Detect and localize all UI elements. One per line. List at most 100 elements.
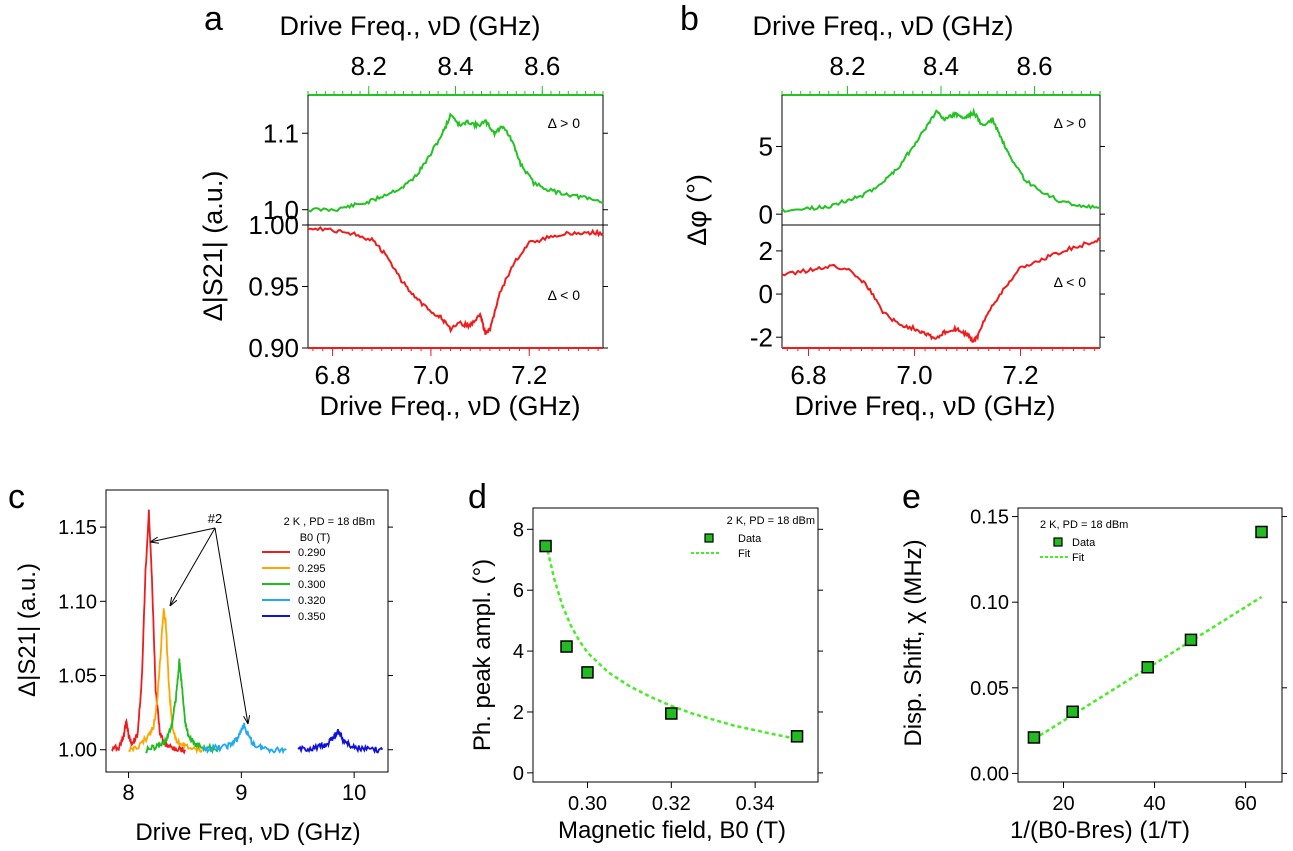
panel-e-data-point — [1184, 633, 1198, 647]
panel-c-legend-label-4: 0.350 — [298, 611, 326, 623]
panel-e-data-point — [1066, 705, 1079, 719]
panel-e-xtick-label: 40 — [1143, 793, 1165, 815]
panel-d-data-point — [790, 730, 804, 743]
panel-c-legend-label-1: 0.295 — [298, 563, 326, 575]
panel-b-top-xlabel: Drive Freq., νD (GHz) — [752, 11, 1013, 41]
panel-a-lower-ytick-label: 1.00 — [248, 210, 299, 240]
panel-d-ytick-label: 4 — [513, 641, 524, 663]
panel-d-xtick-label: 0.34 — [736, 793, 775, 815]
panel-c-legend-header: 2 K , PD = 18 dBm — [284, 516, 375, 528]
panel-c-legend-label-2: 0.300 — [298, 579, 326, 591]
panel-b-lower-annotation: Δ < 0 — [1054, 274, 1087, 290]
panel-a-upper-annotation: Δ > 0 — [548, 115, 581, 131]
panel-a-top-tick-label: 8.4 — [437, 51, 473, 81]
panel-c-arrow-line-2 — [214, 527, 249, 725]
panel-a-upper-ytick-label: 1.0 — [263, 195, 299, 225]
panel-a-top-tick-label: 8.6 — [524, 51, 560, 81]
panel-c-xtick-label: 9 — [235, 780, 247, 805]
panel-a: Drive Freq., νD (GHz) Drive Freq., νD (G… — [198, 11, 581, 421]
panel-c-ytick-label: 1.15 — [58, 517, 97, 539]
panel-d-xtick-label: 0.32 — [652, 793, 691, 815]
panel-a-bottom-tick-label: 6.8 — [315, 360, 351, 390]
panel-e-data-point — [1141, 661, 1154, 674]
panel-d: Magnetic field, B0 (T) Ph. peak ampl. (°… — [469, 515, 815, 844]
panel-d-data-point — [560, 640, 573, 653]
panel-c-legend-label-0: 0.290 — [298, 547, 326, 559]
panel-b-upper-trace — [781, 107, 1101, 213]
panel-b-bottom-tick-label: 6.8 — [790, 360, 826, 390]
panel-a-bottom-tick-label: 7.2 — [511, 360, 547, 390]
panel-c-xtick-label: 10 — [342, 780, 366, 805]
panel-d-ytick-label: 6 — [513, 580, 524, 602]
panel-d-data-point — [665, 707, 678, 720]
panel-d-legend-data-label: Data — [738, 533, 762, 545]
panel-e-ytick-label: 0.05 — [970, 678, 1009, 700]
panel-c-legend-label-3: 0.320 — [298, 595, 326, 607]
panel-c-arrow-head-1 — [169, 597, 178, 607]
panel-e-data-point — [1255, 525, 1268, 539]
panel-a-lower-trace — [307, 226, 604, 335]
panel-c-series-0 — [110, 509, 186, 755]
panel-c-ytick-label: 1.05 — [58, 666, 97, 688]
panel-e-legend-fit-label: Fit — [1072, 552, 1084, 564]
panel-d-data-point — [539, 539, 552, 553]
panel-c-arrow-head-0 — [149, 536, 159, 544]
panel-c-arrow-head-2 — [243, 715, 251, 725]
panel-a-lower-annotation: Δ < 0 — [548, 287, 581, 303]
panel-d-ytick-label: 0 — [513, 763, 524, 785]
panel-c-xlabel: Drive Freq, νD (GHz) — [135, 819, 360, 846]
panel-letter-c: c — [8, 478, 25, 516]
panel-b: Drive Freq., νD (GHz) Drive Freq., νD (G… — [682, 11, 1086, 421]
panel-a-lower-ytick-label: 0.90 — [248, 333, 299, 363]
panel-d-legend-data-marker — [704, 533, 714, 543]
panel-a-upper-trace — [307, 112, 604, 213]
panel-e-ytick-label: 0.10 — [970, 592, 1009, 614]
panel-d-data-point — [581, 666, 594, 679]
panel-e-ylabel: Disp. Shift, χ (MHz) — [900, 539, 927, 746]
panel-b-bottom-xlabel: Drive Freq., νD (GHz) — [794, 391, 1055, 421]
panel-b-ylabel: Δφ (°) — [682, 174, 712, 246]
panel-e-legend-data-marker — [1053, 537, 1063, 547]
panel-d-fit-line — [546, 550, 798, 741]
panel-c-series-3 — [201, 722, 287, 755]
panel-b-lower-ytick-label: -2 — [750, 322, 773, 352]
panel-e-xlabel: 1/(B0-Bres) (1/T) — [1010, 817, 1190, 844]
panel-c-series-1 — [128, 608, 203, 755]
panel-d-frame — [532, 507, 819, 783]
panel-c-frame — [105, 489, 389, 773]
panel-c-series-4 — [297, 728, 384, 755]
panel-a-lower-ytick-label: 0.95 — [248, 272, 299, 302]
panel-a-bottom-tick-label: 7.0 — [413, 360, 449, 390]
panel-d-legend-fit-label: Fit — [738, 548, 750, 560]
panel-a-top-tick-label: 8.2 — [351, 51, 387, 81]
panel-c-ytick-label: 1.10 — [58, 591, 97, 613]
panel-c-arrow-line-0 — [149, 527, 216, 543]
panel-d-ytick-label: 2 — [513, 702, 524, 724]
panel-b-bottom-tick-label: 7.2 — [1002, 360, 1038, 390]
panel-b-lower-trace — [781, 237, 1101, 344]
panel-e-ytick-label: 0.15 — [970, 507, 1009, 529]
panel-e-xtick-label: 20 — [1052, 793, 1074, 815]
panel-c-xtick-label: 8 — [122, 780, 134, 805]
panel-b-top-tick-label: 8.6 — [1016, 51, 1052, 81]
panel-d-ytick-label: 8 — [513, 519, 524, 541]
panel-letter-b: b — [680, 0, 699, 38]
panel-c-ytick-label: 1.00 — [58, 740, 97, 762]
panel-letter-e: e — [902, 478, 921, 516]
panel-a-bottom-xlabel: Drive Freq., νD (GHz) — [319, 391, 580, 421]
panel-b-bottom-tick-label: 7.0 — [896, 360, 932, 390]
panel-c-ylabel: Δ|S21| (a.u.) — [14, 563, 41, 697]
panel-c-legend-title: B0 (T) — [300, 532, 331, 544]
panel-c-annotation: #2 — [208, 511, 222, 526]
panel-e: 1/(B0-Bres) (1/T) Disp. Shift, χ (MHz) 2… — [900, 519, 1190, 844]
panel-e-legend-data-label: Data — [1072, 537, 1096, 549]
panel-d-legend-header: 2 K, PD = 18 dBm — [727, 515, 815, 527]
panel-a-upper-ytick-label: 1.1 — [263, 118, 299, 148]
panel-b-upper-ytick-label: 0 — [759, 199, 773, 229]
panel-b-top-tick-label: 8.2 — [829, 51, 865, 81]
panel-d-xtick-label: 0.30 — [568, 793, 607, 815]
panel-d-xlabel: Magnetic field, B0 (T) — [558, 817, 786, 844]
panel-d-ylabel: Ph. peak ampl. (°) — [469, 559, 496, 751]
panel-a-top-xlabel: Drive Freq., νD (GHz) — [279, 11, 540, 41]
